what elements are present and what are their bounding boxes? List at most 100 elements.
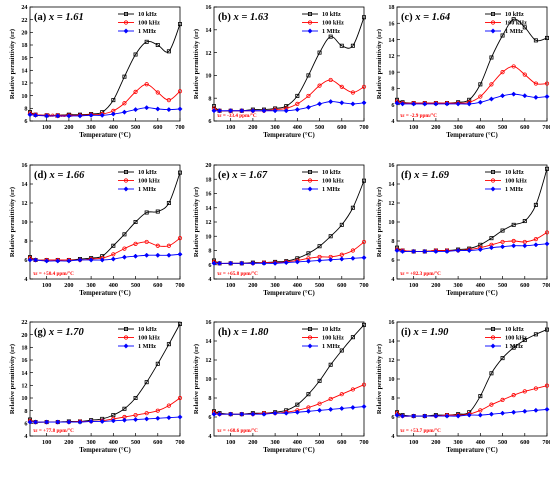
legend-label: 1 MHz xyxy=(505,343,523,350)
x-tick-label: 400 xyxy=(109,124,118,131)
data-point xyxy=(533,38,538,43)
data-point xyxy=(500,33,505,38)
x-tick-label: 300 xyxy=(270,282,279,289)
y-tick-label: 8 xyxy=(391,395,394,402)
data-point xyxy=(488,411,494,417)
series-1-mhz xyxy=(211,99,367,114)
legend-label: 1 MHz xyxy=(322,343,340,350)
data-point xyxy=(177,236,183,241)
panel-letter: (d) xyxy=(34,170,49,181)
data-point xyxy=(122,101,127,106)
data-point xyxy=(77,113,83,119)
data-point xyxy=(166,403,171,408)
y-tick-label: 8 xyxy=(24,106,27,113)
x-tick-label: 600 xyxy=(337,439,346,446)
legend-marker xyxy=(490,11,495,16)
y-tick-label: 14 xyxy=(388,338,394,345)
legend-marker xyxy=(123,28,129,34)
data-point xyxy=(27,419,33,425)
data-point xyxy=(283,410,289,416)
data-point xyxy=(177,251,183,257)
series-100-khz xyxy=(211,77,367,113)
x-axis-label: Temperature (°C) xyxy=(79,132,131,139)
y-tick-label: 14 xyxy=(21,370,27,377)
legend-marker xyxy=(123,335,129,340)
x-tick-label: 400 xyxy=(476,439,485,446)
data-point xyxy=(177,395,183,401)
data-point xyxy=(444,101,450,107)
data-point xyxy=(272,108,278,114)
y-axis-label: Relative permittivity (εr) xyxy=(376,29,383,99)
data-point xyxy=(77,419,83,425)
x-axis-label: Temperature (°C) xyxy=(446,290,498,297)
data-point xyxy=(177,414,183,420)
y-tick-label: 16 xyxy=(388,319,394,326)
data-point xyxy=(217,108,223,114)
legend-label: 100 kHz xyxy=(138,20,160,27)
data-point xyxy=(500,70,505,75)
data-point xyxy=(328,77,333,83)
x-tick-label: 300 xyxy=(270,439,279,446)
legend-label: 100 kHz xyxy=(322,178,344,185)
x-tick-label: 600 xyxy=(153,439,162,446)
y-tick-label: 14 xyxy=(388,181,394,188)
x-tick-label: 300 xyxy=(270,124,279,131)
data-point xyxy=(361,178,366,183)
legend-marker xyxy=(124,326,129,331)
y-tick-label: 14 xyxy=(205,27,211,34)
data-point xyxy=(317,244,322,249)
x-tick-label: 200 xyxy=(248,439,257,446)
data-point xyxy=(489,236,494,241)
data-point xyxy=(110,256,116,262)
legend-label: 100 kHz xyxy=(138,335,160,342)
y-tick-label: 6 xyxy=(24,118,27,125)
data-point xyxy=(544,81,550,86)
data-point xyxy=(44,419,50,425)
x-axis-label: Temperature (°C) xyxy=(263,132,315,139)
data-point xyxy=(66,258,72,264)
data-point xyxy=(144,252,150,258)
panel-h: 100 200 300 400 500 600 700 4 6 8 10 12 14 16 Temperat… xyxy=(193,319,369,454)
y-tick-label: 4 xyxy=(24,433,27,440)
data-point xyxy=(211,411,217,417)
data-point xyxy=(66,113,72,119)
data-point xyxy=(533,94,539,100)
data-point xyxy=(111,252,116,257)
y-tick-label: 6 xyxy=(24,257,27,264)
data-point xyxy=(544,241,550,247)
data-point xyxy=(317,257,323,264)
data-point xyxy=(155,361,160,366)
data-point xyxy=(511,17,516,22)
y-tick-label: 14 xyxy=(205,205,211,212)
data-point xyxy=(533,242,539,248)
data-point xyxy=(350,43,355,48)
data-point xyxy=(306,73,311,78)
data-point xyxy=(166,107,172,113)
data-point xyxy=(477,246,483,253)
data-point xyxy=(478,94,483,99)
y-tick-label: 10 xyxy=(388,219,394,226)
data-point xyxy=(317,50,322,55)
data-point xyxy=(283,108,289,114)
data-point xyxy=(533,386,538,391)
data-point xyxy=(166,342,171,347)
data-point xyxy=(361,322,366,327)
series-1-mhz xyxy=(394,91,550,107)
y-tick-label: 14 xyxy=(21,181,27,188)
data-point xyxy=(350,205,355,210)
series-1-mhz xyxy=(211,403,367,417)
data-point xyxy=(511,393,516,398)
series-line xyxy=(396,18,548,104)
data-point xyxy=(295,402,300,407)
y-axis-label: Relative permittivity (εr) xyxy=(9,187,16,257)
data-point xyxy=(122,74,127,79)
series-line xyxy=(396,232,548,253)
series-1-mhz xyxy=(394,241,550,255)
series-1-mhz xyxy=(27,414,183,425)
y-tick-label: 8 xyxy=(391,238,394,245)
y-axis-label: Relative permittivity (εr) xyxy=(9,344,16,414)
